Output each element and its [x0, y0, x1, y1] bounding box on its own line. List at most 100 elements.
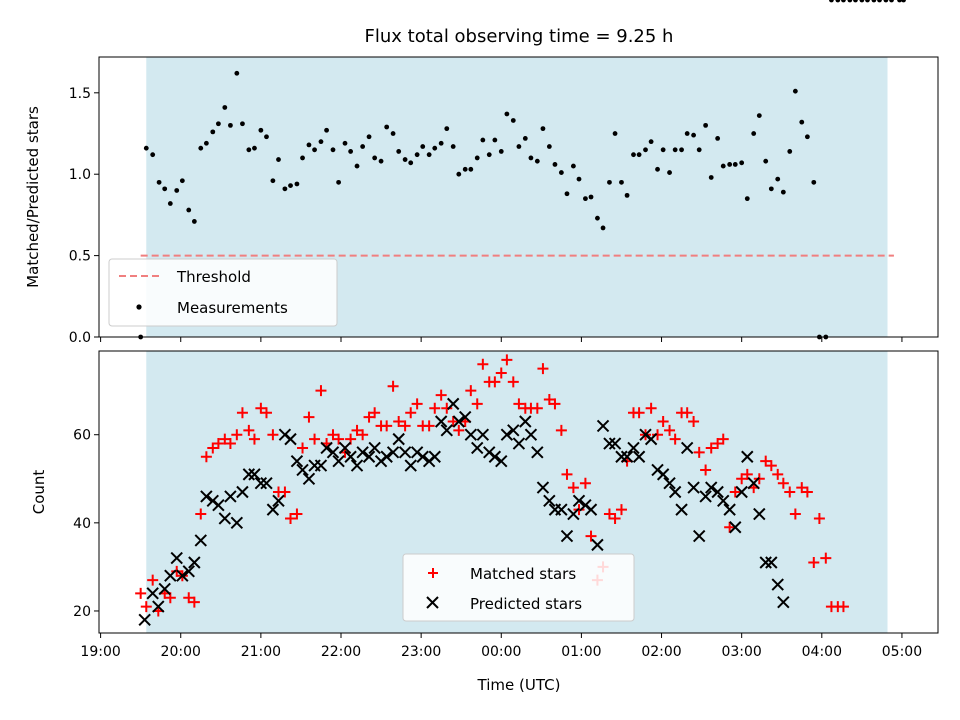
measurement-point — [246, 147, 252, 153]
matched-star-point — [705, 442, 717, 454]
measurement-point — [516, 144, 522, 149]
predicted-star-point — [777, 595, 790, 609]
matched-star-point — [537, 363, 549, 375]
measurement-point — [210, 129, 216, 135]
count-plot-frame — [98, 350, 939, 634]
matched-star-point — [693, 446, 705, 458]
measurement-point — [360, 144, 366, 149]
measurement-point — [889, 0, 894, 3]
measurement-point — [691, 132, 696, 138]
matched-star-point — [363, 411, 375, 423]
legend-matched-swatch — [428, 568, 438, 578]
ratio-y-label: Matched/Predicted stars — [24, 106, 42, 288]
measurement-point — [186, 207, 192, 213]
measurement-point — [787, 149, 793, 154]
matched-star-point — [567, 482, 579, 494]
measurement-point — [775, 176, 781, 182]
legend-threshold-label: Threshold — [176, 268, 251, 286]
measurement-point — [342, 140, 348, 146]
measurement-point — [829, 0, 834, 3]
matched-star-point — [813, 512, 825, 524]
predicted-star-point — [138, 613, 151, 626]
predicted-star-point — [717, 494, 730, 508]
predicted-star-point — [266, 503, 280, 516]
measurement-point — [240, 121, 245, 127]
matched-star-point — [736, 473, 748, 485]
measurement-point — [432, 145, 438, 151]
count-legend-box — [402, 553, 635, 622]
measurement-point — [534, 158, 540, 164]
measurement-point — [564, 191, 570, 197]
measurement-point — [877, 0, 882, 3]
matched-star-point — [381, 420, 393, 432]
predicted-star-point — [290, 454, 304, 468]
predicted-star-point — [471, 441, 484, 455]
predicted-star-point — [230, 516, 244, 530]
matched-star-point — [200, 451, 212, 463]
matched-star-point — [681, 407, 693, 419]
matched-star-point — [447, 416, 459, 427]
legend-measurements-swatch — [136, 304, 142, 310]
measurement-point — [780, 189, 786, 195]
measurement-point — [897, 0, 902, 3]
predicted-star-point — [567, 507, 580, 521]
measurement-point — [420, 144, 426, 149]
measurement-point — [744, 196, 750, 202]
predicted-star-point — [560, 529, 574, 543]
measurement-point — [150, 152, 156, 158]
matched-star-point — [700, 464, 712, 476]
measurement-point — [294, 181, 300, 187]
measurement-point — [167, 201, 173, 206]
matched-star-point — [837, 601, 849, 613]
predicted-star-point — [596, 419, 610, 433]
predicted-star-point — [248, 468, 261, 481]
predicted-star-point — [741, 450, 754, 463]
measurement-point — [234, 70, 240, 76]
measurement-point — [348, 149, 354, 154]
matched-star-point — [435, 389, 447, 401]
matched-star-point — [657, 416, 669, 427]
matched-star-point — [495, 367, 507, 379]
matched-star-point — [471, 398, 483, 410]
x-tick-label: 20:00 — [161, 644, 201, 660]
predicted-star-point — [488, 450, 502, 463]
predicted-star-point — [543, 494, 556, 508]
predicted-star-point — [356, 446, 369, 459]
measurement-point — [468, 166, 474, 172]
measurement-point — [462, 166, 468, 172]
measurement-point — [901, 0, 906, 3]
predicted-star-point — [320, 441, 333, 455]
matched-star-point — [777, 477, 789, 489]
predicted-star-point — [680, 441, 694, 455]
predicted-star-point — [152, 600, 165, 613]
x-tick-label: 00:00 — [481, 644, 521, 660]
ratio-x-ticks — [100, 337, 903, 342]
matched-star-point — [664, 424, 676, 436]
matched-star-point — [399, 420, 411, 432]
predicted-star-point — [459, 410, 472, 424]
measurement-point — [354, 163, 360, 169]
matched-star-point — [789, 508, 801, 520]
matched-star-point — [531, 402, 543, 414]
predicted-star-point — [591, 538, 604, 552]
matched-star-point — [513, 398, 525, 410]
predicted-star-point — [158, 582, 171, 596]
measurement-point — [847, 0, 853, 3]
measurement-point — [390, 131, 396, 136]
measurement-point — [546, 144, 552, 149]
legend-measurements-label: Measurements — [177, 299, 288, 317]
predicted-star-point — [170, 551, 183, 565]
predicted-star-point — [536, 481, 550, 494]
measurement-point — [732, 162, 738, 167]
matched-star-point — [291, 508, 303, 520]
predicted-star-point — [188, 556, 201, 569]
measurement-point — [552, 162, 558, 167]
predicted-star-point — [705, 481, 718, 494]
predicted-star-point — [555, 503, 568, 516]
measurement-point — [841, 0, 846, 3]
measurement-point — [679, 147, 684, 153]
matched-star-point — [147, 574, 159, 586]
matched-star-point — [429, 402, 441, 414]
matched-star-point — [633, 407, 645, 419]
measurement-point — [883, 0, 889, 3]
